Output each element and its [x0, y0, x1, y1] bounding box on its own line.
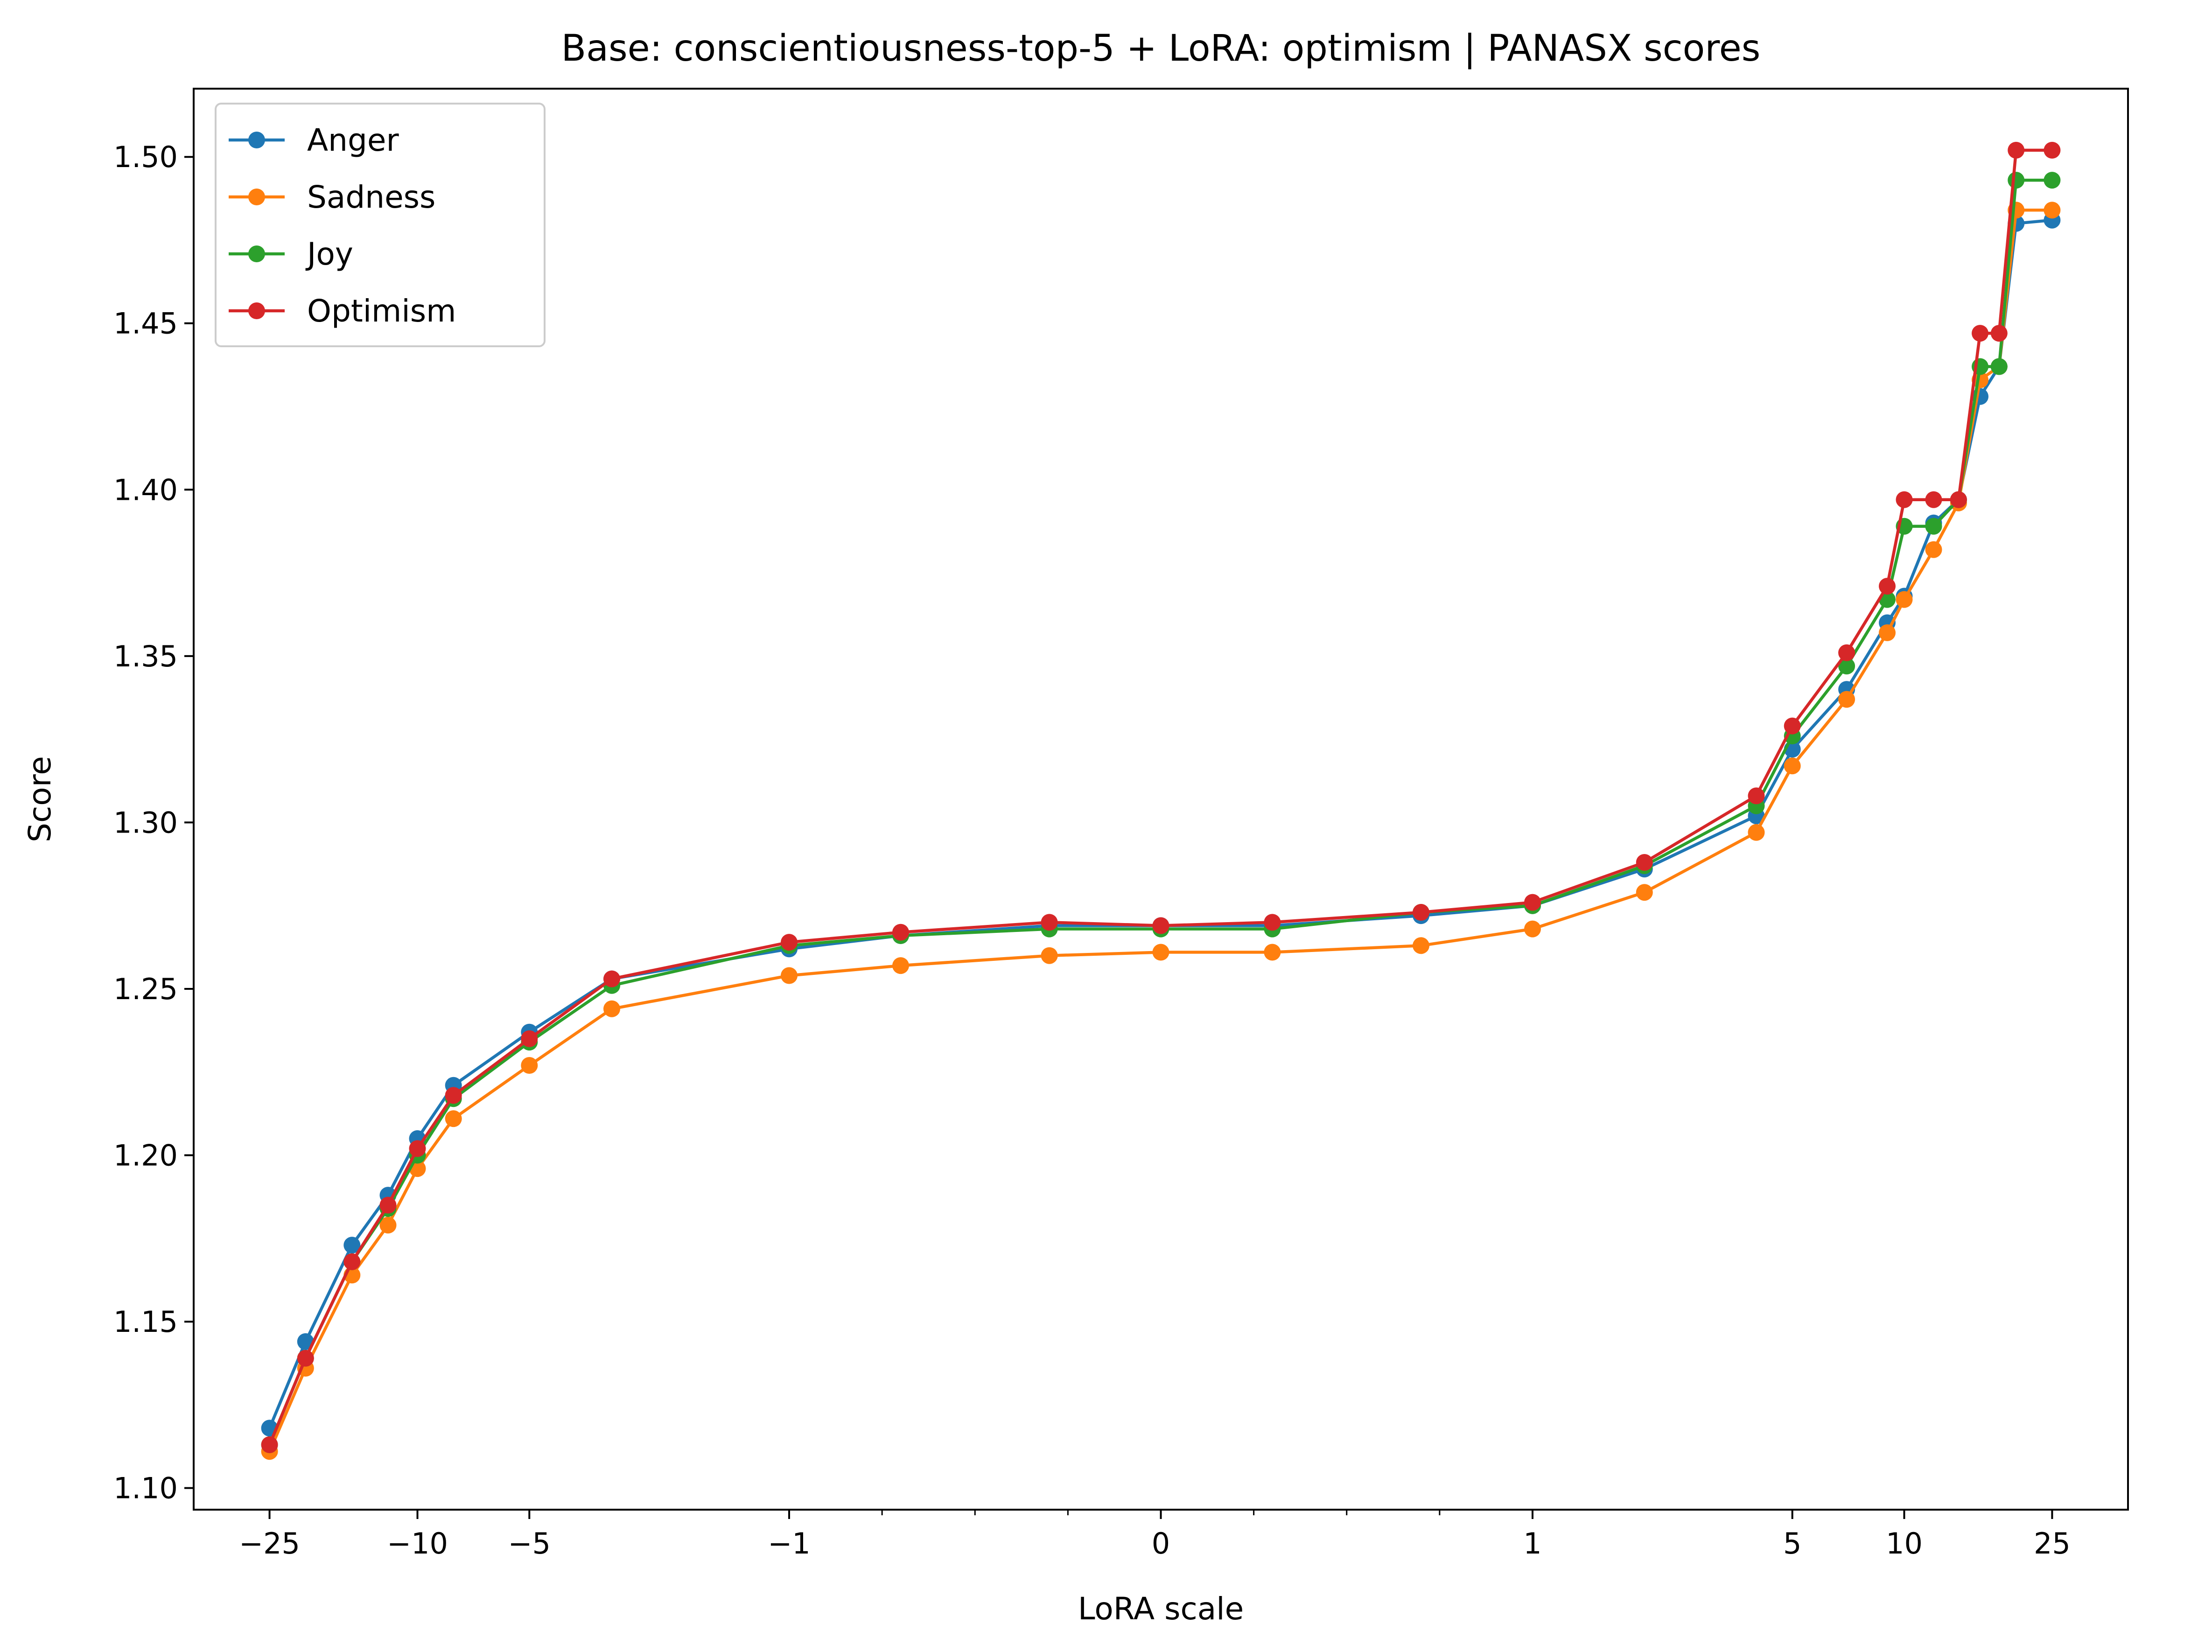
- data-point-optimism: [1524, 894, 1541, 911]
- data-point-sadness: [781, 967, 798, 984]
- data-point-sadness: [1879, 624, 1896, 641]
- data-point-joy: [1990, 358, 2008, 375]
- x-tick-label: −5: [508, 1526, 551, 1561]
- data-point-optimism: [1896, 491, 1913, 508]
- x-tick-label: −1: [768, 1526, 810, 1561]
- y-tick-label: 1.45: [113, 307, 178, 341]
- data-point-optimism: [1152, 917, 1169, 934]
- data-point-optimism: [781, 934, 798, 951]
- y-tick-label: 1.25: [113, 972, 178, 1006]
- data-point-sadness: [445, 1110, 462, 1127]
- data-point-sadness: [892, 957, 909, 974]
- data-point-optimism: [297, 1350, 314, 1367]
- data-point-optimism: [2044, 141, 2061, 159]
- y-tick-label: 1.10: [113, 1471, 178, 1505]
- chart-title: Base: conscientiousness-top-5 + LoRA: op…: [561, 28, 1761, 70]
- data-point-sadness: [1152, 944, 1169, 961]
- data-point-optimism: [603, 970, 620, 987]
- x-tick-label: −25: [239, 1526, 300, 1561]
- legend-label-anger: Anger: [307, 122, 399, 158]
- data-point-optimism: [892, 924, 909, 941]
- data-point-optimism: [261, 1436, 278, 1453]
- x-tick-label: 10: [1886, 1526, 1923, 1561]
- data-point-sadness: [1925, 541, 1942, 558]
- y-tick-label: 1.15: [113, 1305, 178, 1339]
- legend-label-optimism: Optimism: [307, 293, 456, 329]
- data-point-optimism: [379, 1197, 397, 1214]
- legend-marker-sadness: [248, 189, 265, 205]
- y-tick-label: 1.35: [113, 639, 178, 673]
- x-tick-label: 0: [1152, 1526, 1170, 1561]
- data-point-sadness: [521, 1057, 538, 1074]
- y-tick-label: 1.50: [113, 140, 178, 174]
- y-tick-label: 1.40: [113, 473, 178, 507]
- data-point-optimism: [1264, 914, 1281, 931]
- data-point-optimism: [1972, 325, 1988, 342]
- data-point-optimism: [343, 1253, 361, 1270]
- data-point-joy: [1838, 658, 1855, 675]
- data-point-sadness: [1636, 884, 1653, 901]
- y-tick-label: 1.20: [113, 1139, 178, 1173]
- data-point-sadness: [1748, 824, 1765, 841]
- series-layer: [261, 141, 2061, 1460]
- data-point-sadness: [1264, 944, 1281, 961]
- data-point-sadness: [1524, 920, 1541, 938]
- y-axis-label: Score: [22, 756, 58, 842]
- data-point-optimism: [1041, 914, 1058, 931]
- y-tick-label: 1.30: [113, 805, 178, 840]
- data-point-optimism: [2008, 141, 2025, 159]
- data-point-anger: [297, 1333, 314, 1350]
- legend-label-joy: Joy: [305, 236, 353, 272]
- legend: Anger Sadness Joy Optimism: [215, 103, 546, 347]
- data-point-optimism: [1748, 787, 1765, 805]
- x-axis-label: LoRA scale: [1078, 1591, 1244, 1627]
- legend-label-sadness: Sadness: [307, 179, 435, 215]
- data-point-optimism: [521, 1030, 538, 1047]
- data-point-sadness: [1413, 937, 1429, 954]
- x-tick-label: −10: [387, 1526, 448, 1561]
- data-point-sadness: [1896, 591, 1913, 608]
- data-point-optimism: [445, 1087, 462, 1104]
- plot-frame: [193, 88, 2129, 1511]
- data-point-optimism: [1838, 644, 1855, 661]
- data-point-optimism: [1636, 854, 1653, 871]
- x-tick-label: 5: [1783, 1526, 1801, 1561]
- data-point-optimism: [1784, 717, 1801, 735]
- data-point-optimism: [1925, 491, 1942, 508]
- x-tick-label: 1: [1523, 1526, 1541, 1561]
- data-point-optimism: [1950, 491, 1967, 508]
- data-point-optimism: [1879, 578, 1896, 595]
- legend-box: [215, 103, 546, 347]
- data-point-joy: [2008, 172, 2025, 189]
- ticks-layer: 1.10 1.15 1.20 1.25 1.30 1.35 1.40 1.45 1.50 −25 −…: [113, 140, 2071, 1561]
- data-point-sadness: [603, 1000, 620, 1017]
- data-point-sadness: [2044, 202, 2061, 219]
- legend-marker-joy: [248, 245, 265, 262]
- legend-marker-anger: [248, 132, 265, 148]
- data-point-optimism: [409, 1140, 426, 1157]
- data-point-joy: [1925, 518, 1942, 535]
- data-point-sadness: [1838, 691, 1855, 708]
- data-point-sadness: [1041, 947, 1058, 964]
- data-point-optimism: [1990, 325, 2008, 342]
- data-point-optimism: [1413, 904, 1429, 921]
- data-point-joy: [2044, 172, 2061, 189]
- legend-marker-optimism: [248, 302, 265, 319]
- data-point-anger: [343, 1237, 361, 1254]
- x-tick-label: 25: [2034, 1526, 2071, 1561]
- data-point-sadness: [379, 1217, 397, 1234]
- data-point-sadness: [1784, 757, 1801, 775]
